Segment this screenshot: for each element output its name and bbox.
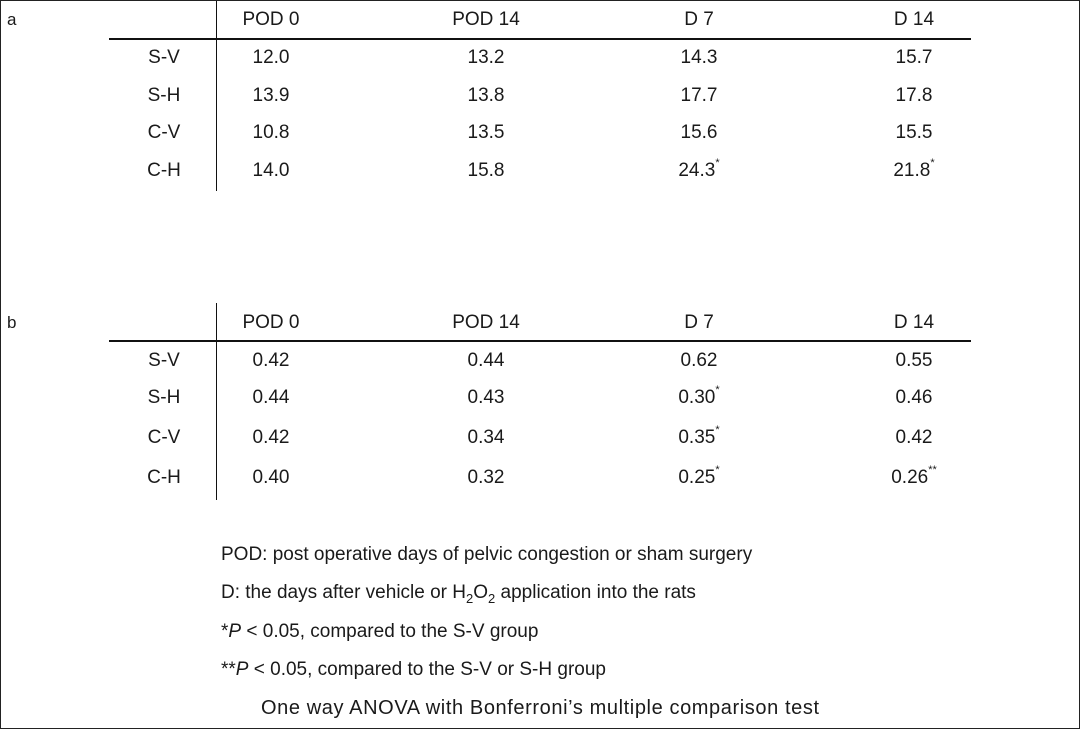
panel-b-cell: 0.30* [678, 384, 720, 408]
panel-b-col-pod14: POD 14 [452, 312, 520, 333]
panel-a-cell: 17.8 [895, 85, 933, 106]
panel-a-cell: 13.5 [467, 122, 505, 143]
panel-a-header-rule [109, 38, 971, 40]
panel-b-cell: 0.40 [252, 467, 290, 488]
panel-b-cell: 0.62 [680, 350, 718, 371]
panel-a-row-label: S-V [148, 47, 180, 68]
panel-b-row-label: C-V [147, 427, 181, 448]
panel-a-cell: 21.8* [893, 157, 935, 181]
panel-a-cell: 15.6 [680, 122, 718, 143]
panel-a-row-label: C-H [147, 160, 181, 181]
panel-b-cell: 0.44 [252, 387, 290, 408]
panel-a-col-d7: D 7 [684, 9, 714, 30]
panel-b-row-label: S-V [148, 350, 180, 371]
panel-b-row-label: C-H [147, 467, 181, 488]
significance-mark: * [715, 464, 720, 476]
panel-b-col-d7: D 7 [684, 312, 714, 333]
significance-mark: ** [928, 464, 937, 476]
panel-a-label: a [7, 10, 17, 29]
panel-a-row-divider [216, 1, 217, 191]
panel-a-col-pod14: POD 14 [452, 9, 520, 30]
panel-a-cell: 14.3 [680, 47, 718, 68]
panel-a-cell: 10.8 [252, 122, 290, 143]
panel-a-cell: 15.8 [467, 160, 505, 181]
note-statistical-method: One way ANOVA with Bonferroni’s multiple… [261, 697, 820, 719]
significance-mark: * [715, 384, 720, 396]
panel-a-cell: 15.7 [895, 47, 933, 68]
panel-b-row-divider [216, 303, 217, 500]
panel-a-cell: 14.0 [252, 160, 290, 181]
panel-b-cell: 0.42 [252, 427, 290, 448]
panel-b-cell: 0.44 [467, 350, 505, 371]
panel-b-label: b [7, 313, 17, 332]
significance-mark: * [715, 157, 720, 169]
panel-a-col-d14: D 14 [893, 9, 935, 30]
panel-b-cell: 0.42 [895, 427, 933, 448]
note-d-definition: D: the days after vehicle or H2O2 applic… [221, 582, 696, 606]
panel-b-cell: 0.35* [678, 424, 720, 448]
panel-a-cell: 13.9 [252, 85, 290, 106]
panel-b-cell: 0.46 [895, 387, 933, 408]
panel-b-cell: 0.26** [891, 464, 937, 488]
panel-b-cell: 0.43 [467, 387, 505, 408]
panel-a-cell: 24.3* [678, 157, 720, 181]
note-double-star: **P < 0.05, compared to the S-V or S-H g… [221, 659, 606, 680]
panel-a-row-label: C-V [147, 122, 181, 143]
panel-b-row-label: S-H [147, 387, 181, 408]
panel-a-cell: 15.5 [895, 122, 933, 143]
panel-a-col-pod0: POD 0 [242, 9, 300, 30]
panel-b-cell: 0.34 [467, 427, 505, 448]
panel-b-cell: 0.55 [895, 350, 933, 371]
panel-b-cell: 0.42 [252, 350, 290, 371]
note-pod-definition: POD: post operative days of pelvic conge… [221, 544, 753, 565]
panel-b-col-d14: D 14 [893, 312, 935, 333]
panel-a-cell: 17.7 [680, 85, 718, 106]
panel-a-cell: 13.2 [467, 47, 505, 68]
panel-b-cell: 0.32 [467, 467, 505, 488]
panel-b-header-rule [109, 340, 971, 342]
significance-mark: * [715, 424, 720, 436]
panel-a-cell: 12.0 [252, 47, 290, 68]
panel-a-cell: 13.8 [467, 85, 505, 106]
panel-b-col-pod0: POD 0 [242, 312, 300, 333]
significance-mark: * [930, 157, 935, 169]
panel-a-row-label: S-H [147, 85, 181, 106]
note-single-star: *P < 0.05, compared to the S-V group [221, 621, 539, 642]
panel-b-cell: 0.25* [678, 464, 720, 488]
